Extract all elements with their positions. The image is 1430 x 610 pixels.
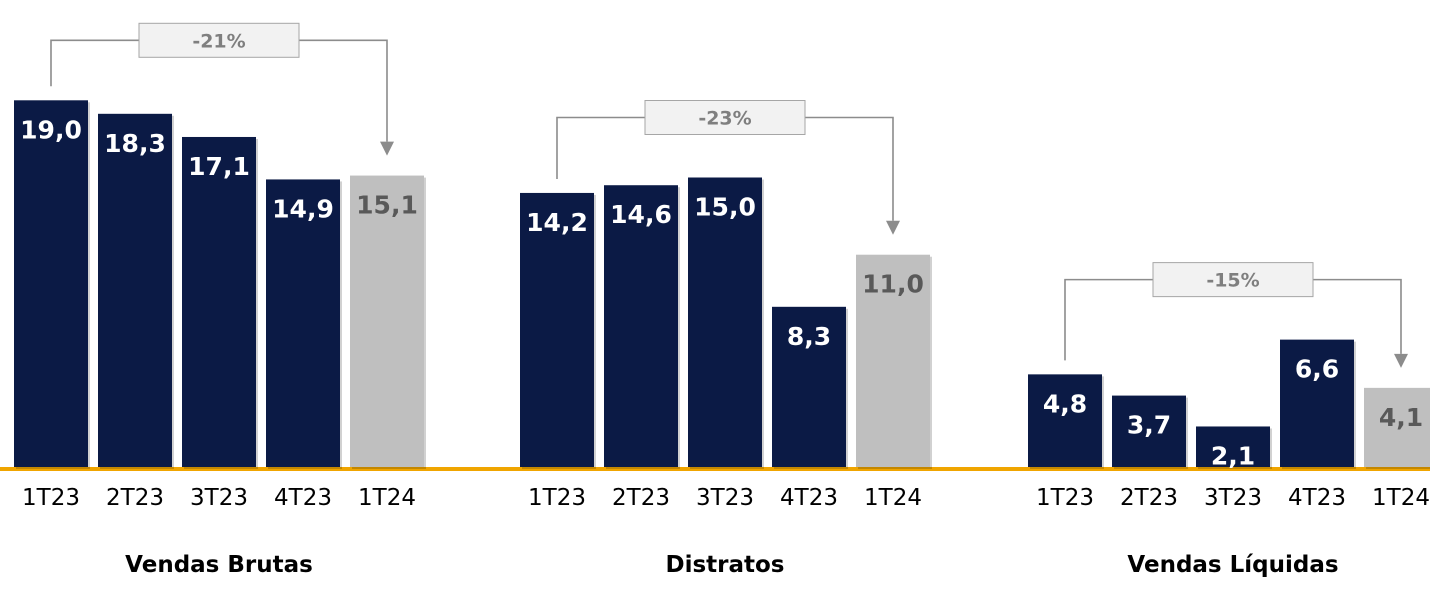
data-label: 15,1: [356, 191, 418, 220]
x-tick-label: 3T23: [190, 485, 248, 511]
data-label: 4,8: [1043, 389, 1087, 418]
bar-4t23: [772, 306, 846, 467]
x-tick-label: 1T24: [358, 485, 416, 511]
data-label: 15,0: [694, 193, 756, 222]
data-label: 6,6: [1295, 355, 1339, 384]
data-label: 14,6: [610, 200, 672, 229]
data-label: 4,1: [1379, 403, 1423, 432]
x-tick-label: 4T23: [780, 485, 838, 511]
bar-2t23: [98, 113, 172, 467]
data-label: 11,0: [862, 270, 924, 299]
change-box: [644, 100, 806, 135]
arrow-down-icon: [1394, 353, 1408, 368]
bar-2t23: [1112, 395, 1186, 467]
data-label: 3,7: [1127, 411, 1171, 440]
bar-1t23: [14, 100, 88, 468]
bar-3t23: [182, 136, 256, 467]
bar-1t23: [520, 192, 594, 467]
x-tick-label: 2T23: [1120, 485, 1178, 511]
change-percent-label: -15%: [1206, 270, 1259, 292]
data-label: 14,2: [526, 208, 588, 237]
bar-2t23: [604, 185, 678, 467]
bar-3t23: [1196, 426, 1270, 467]
x-tick-label: 4T23: [1288, 485, 1346, 511]
bar-4t23: [1280, 339, 1354, 467]
change-percent-label: -21%: [192, 30, 245, 52]
data-label: 17,1: [188, 152, 250, 181]
data-label: 8,3: [787, 322, 831, 351]
bar-3t23: [688, 177, 762, 467]
baseline-axis: [0, 467, 1430, 471]
bar-1t24: [856, 254, 930, 467]
chart-panel-2: 14,2 1T23 14,6 2T23 15,0 3T23 8,3 4T23 11,0 1T24 D…: [520, 100, 932, 578]
arrow-down-icon: [380, 141, 394, 156]
panel-title: Vendas Líquidas: [1127, 552, 1338, 578]
x-tick-label: 1T23: [528, 485, 586, 511]
x-tick-label: 4T23: [274, 485, 332, 511]
bar-1t24: [1364, 387, 1430, 467]
bar-1t23: [1028, 374, 1102, 467]
data-label: 19,0: [20, 115, 82, 144]
change-percent-label: -23%: [698, 108, 751, 130]
panel-title: Distratos: [665, 552, 784, 578]
data-label: 18,3: [104, 129, 166, 158]
chart-panel-3: 4,8 1T23 3,7 2T23 2,1 3T23 6,6 4T23 4,1 1T24 Venda…: [1028, 262, 1430, 578]
bar-1t24: [350, 175, 424, 467]
change-box: [1152, 262, 1314, 298]
x-tick-label: 2T23: [106, 485, 164, 511]
x-tick-label: 1T24: [864, 485, 922, 511]
x-tick-label: 3T23: [696, 485, 754, 511]
x-tick-label: 2T23: [612, 485, 670, 511]
bar-4t23: [266, 179, 340, 467]
data-label: 14,9: [272, 194, 334, 223]
panel-title: Vendas Brutas: [125, 552, 313, 578]
x-tick-label: 3T23: [1204, 485, 1262, 511]
x-tick-label: 1T24: [1372, 485, 1430, 511]
chart-panel-1: 19,0 1T23 18,3 2T23 17,1 3T23 14,9 4T23 15,1 1T24…: [14, 22, 426, 578]
arrow-down-icon: [886, 220, 900, 235]
change-box: [138, 22, 300, 58]
x-tick-label: 1T23: [1036, 485, 1094, 511]
x-tick-label: 1T23: [22, 485, 80, 511]
data-label: 2,1: [1211, 441, 1255, 470]
